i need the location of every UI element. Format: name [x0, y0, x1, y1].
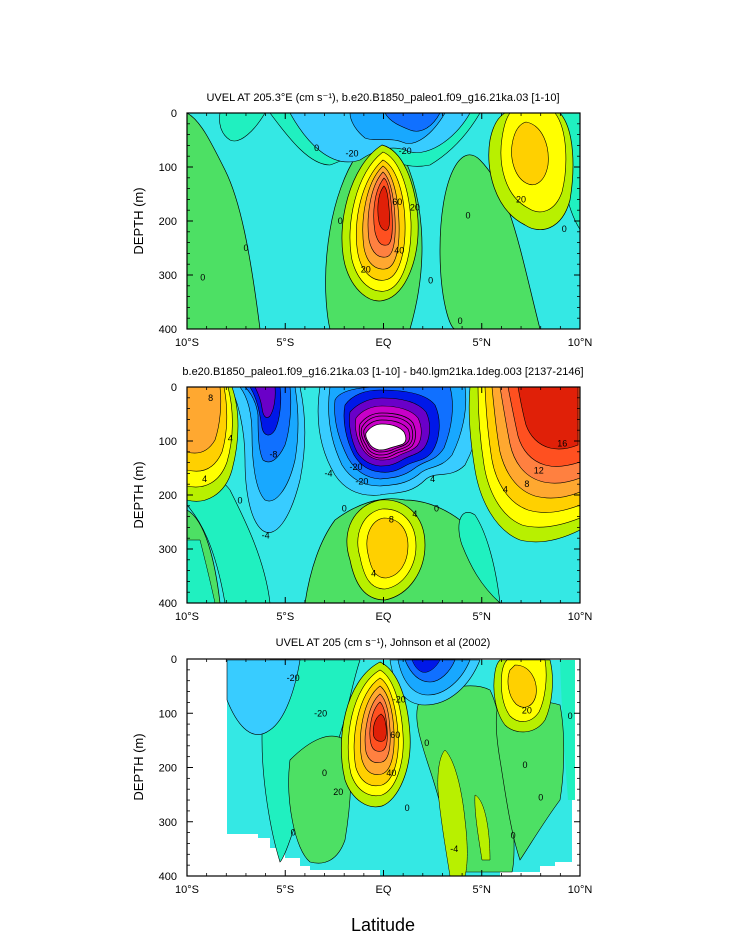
y-tick-label: 200 — [159, 490, 177, 502]
y-tick-label: 400 — [159, 598, 177, 610]
contour-label: 0 — [322, 768, 327, 778]
contour-label: 4 — [430, 474, 435, 484]
contour-label: 4 — [228, 433, 233, 443]
contour-label: -20 — [287, 673, 300, 683]
contour-label: -20 — [349, 462, 362, 472]
x-tick-label: 5°N — [473, 884, 492, 896]
contour-label: -20 — [399, 146, 412, 156]
contour-label: 0 — [434, 504, 439, 514]
x-tick-label: 5°S — [276, 337, 294, 349]
contour-label: -4 — [450, 844, 458, 854]
contour-label: -20 — [314, 708, 327, 718]
x-tick-label: 10°S — [175, 884, 199, 896]
x-tick-label: 10°S — [175, 337, 199, 349]
contour-label: 0 — [428, 275, 433, 285]
contour-label: -8 — [269, 450, 277, 460]
y-tick-label: 0 — [171, 382, 177, 394]
panel-1-contour-field — [187, 113, 580, 329]
panel-2-contour-field — [187, 387, 580, 603]
contour-label: 0 — [458, 316, 463, 326]
contour-label: 0 — [522, 760, 527, 770]
y-tick-label: 0 — [171, 108, 177, 120]
contour-label: 60 — [390, 730, 400, 740]
y-tick-label: 200 — [159, 763, 177, 775]
panel-2-ylabel: DEPTH (m) — [131, 461, 146, 528]
contour-label: 0 — [238, 495, 243, 505]
y-tick-label: 300 — [159, 270, 177, 282]
y-tick-label: 300 — [159, 817, 177, 829]
x-tick-label: 5°S — [276, 611, 294, 623]
contour-label: 20 — [410, 203, 420, 213]
panel-2-title: b.e20.B1850_paleo1.f09_g16.21ka.03 [1-10… — [182, 366, 583, 378]
panel-3-title: UVEL AT 205 (cm s⁻¹), Johnson et al (200… — [276, 637, 491, 649]
panel-1-title: UVEL AT 205.3°E (cm s⁻¹), b.e20.B1850_pa… — [206, 92, 559, 104]
x-tick-label: EQ — [376, 337, 392, 349]
contour-label: 0 — [338, 216, 343, 226]
contour-label: 0 — [465, 211, 470, 221]
contour-label: 0 — [405, 803, 410, 813]
contour-label: -20 — [355, 477, 368, 487]
contour-label: 8 — [208, 393, 213, 403]
contour-label: 8 — [524, 479, 529, 489]
contour-label: 0 — [511, 830, 516, 840]
y-tick-label: 100 — [159, 708, 177, 720]
x-tick-label: 10°N — [568, 611, 593, 623]
contour-label: 4 — [371, 568, 376, 578]
y-tick-label: 400 — [159, 324, 177, 336]
y-tick-label: 100 — [159, 436, 177, 448]
x-axis-label: Latitude — [351, 915, 415, 935]
contour-label: 40 — [386, 768, 396, 778]
x-tick-label: 10°S — [175, 611, 199, 623]
y-tick-label: 100 — [159, 162, 177, 174]
contour-label: 0 — [568, 711, 573, 721]
contour-label: 16 — [557, 439, 567, 449]
y-tick-label: 300 — [159, 544, 177, 556]
contour-label: -4 — [262, 531, 270, 541]
contour-label: 20 — [361, 265, 371, 275]
x-tick-label: 10°N — [568, 337, 593, 349]
contour-label: -20 — [346, 149, 359, 159]
contour-label: 20 — [516, 194, 526, 204]
contour-label: 4 — [412, 509, 417, 519]
x-tick-label: 5°N — [473, 611, 492, 623]
y-tick-label: 0 — [171, 654, 177, 666]
contour-label: 20 — [333, 787, 343, 797]
x-tick-label: 10°N — [568, 884, 593, 896]
x-tick-label: EQ — [376, 884, 392, 896]
contour-label: 60 — [392, 197, 402, 207]
x-tick-label: 5°N — [473, 337, 492, 349]
contour-label: 20 — [522, 706, 532, 716]
contour-label: 0 — [243, 243, 248, 253]
contour-label: -20 — [393, 695, 406, 705]
y-tick-label: 400 — [159, 871, 177, 883]
contour-label: 0 — [200, 273, 205, 283]
contour-label: 0 — [424, 738, 429, 748]
contour-label: 0 — [342, 504, 347, 514]
contour-label: 0 — [314, 143, 319, 153]
panel-3-ylabel: DEPTH (m) — [131, 733, 146, 800]
contour-label: -4 — [324, 468, 332, 478]
x-tick-label: 5°S — [276, 884, 294, 896]
y-tick-label: 200 — [159, 216, 177, 228]
contour-label: 0 — [538, 792, 543, 802]
contour-label: 0 — [562, 224, 567, 234]
contour-label: 4 — [503, 485, 508, 495]
x-tick-label: EQ — [376, 611, 392, 623]
contour-label: 40 — [394, 246, 404, 256]
contour-label: 12 — [534, 466, 544, 476]
contour-label: 8 — [389, 514, 394, 524]
panel-1-ylabel: DEPTH (m) — [131, 187, 146, 254]
contour-label: 4 — [202, 474, 207, 484]
panel-3-contour-field — [226, 659, 575, 876]
contour-label: 0 — [291, 828, 296, 838]
